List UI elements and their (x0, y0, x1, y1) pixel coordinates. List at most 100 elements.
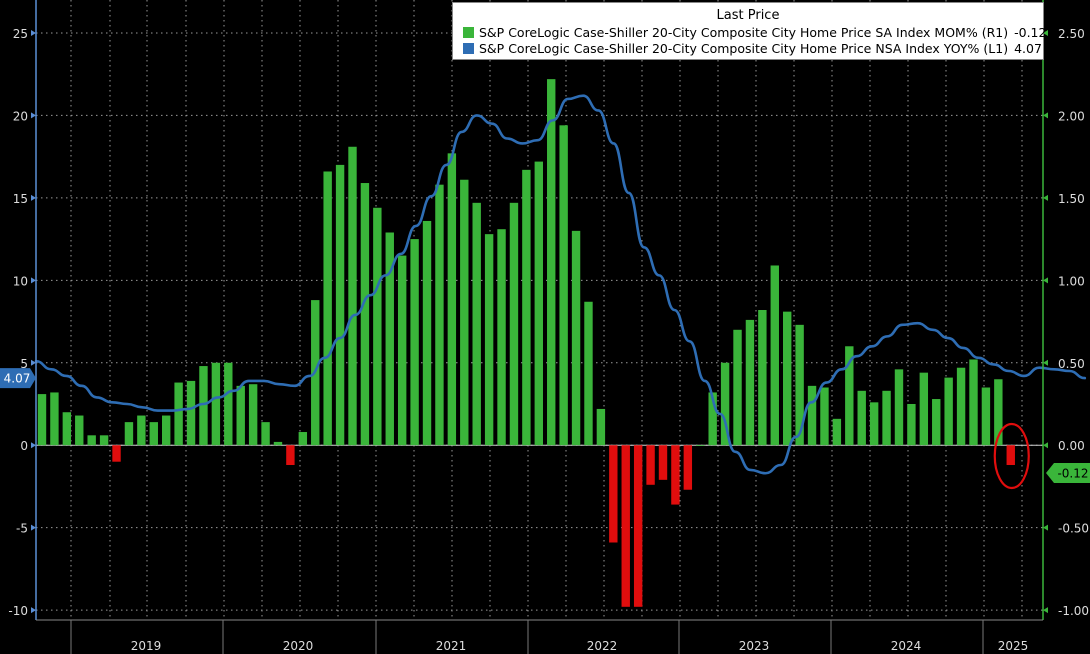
left-tick-mark (31, 607, 36, 614)
left-last-value-tag (0, 368, 36, 389)
mom-bar (410, 239, 419, 446)
mom-bar (956, 367, 966, 446)
mom-bar (621, 445, 630, 607)
right-tick-label: 1.50 (1058, 192, 1085, 206)
mom-bar (932, 399, 941, 446)
mom-bar (37, 394, 47, 446)
right-tick-label: 0.50 (1058, 357, 1085, 371)
x-year-label: 2023 (739, 639, 770, 653)
left-tick-label: -5 (16, 522, 28, 536)
mom-bar (944, 377, 953, 446)
mom-bar (87, 435, 96, 446)
legend-title: Last Price (716, 8, 780, 23)
x-year-label: 2024 (891, 639, 922, 653)
mom-bar (460, 179, 469, 446)
mom-bar (248, 384, 258, 446)
mom-bar (646, 445, 655, 485)
mom-bar (696, 445, 705, 447)
mom-bar (633, 445, 643, 607)
mom-bar (745, 319, 755, 446)
right-tick-label: 1.00 (1058, 274, 1085, 288)
mom-bar (683, 445, 693, 490)
left-tick-mark (31, 442, 36, 449)
mom-bar (832, 418, 842, 446)
yoy-line (34, 94, 1087, 475)
mom-bar (969, 359, 978, 446)
mom-bar (348, 146, 357, 446)
right-tick-label: -1.00 (1058, 604, 1089, 618)
left-tick-mark (31, 194, 36, 201)
mom-bar (845, 346, 854, 446)
right-tick-label: -0.50 (1058, 522, 1089, 536)
mom-bar (50, 392, 59, 446)
x-year-label: 2025 (998, 639, 1029, 653)
right-tick-label: 2.00 (1058, 109, 1085, 123)
mom-bar (75, 415, 84, 446)
right-tick-mark (1043, 607, 1048, 614)
left-tick-mark (31, 112, 36, 119)
legend-axis-mom: (R1) (981, 25, 1009, 40)
mom-bar (671, 445, 680, 505)
right-tick-mark (1043, 442, 1048, 449)
x-year-label: 2019 (131, 639, 162, 653)
x-axis-band (0, 620, 1090, 654)
mom-bar (894, 369, 904, 446)
right-tick-mark (1043, 359, 1048, 366)
legend-axis-yoy: (L1) (983, 41, 1009, 56)
legend-value-yoy: 4.07 (1014, 41, 1042, 56)
x-year-label: 2020 (283, 639, 314, 653)
mom-bar (385, 232, 394, 446)
mom-bar (857, 390, 866, 446)
mom-bar (149, 422, 158, 446)
mom-bar (795, 324, 804, 446)
mom-bar (186, 380, 196, 446)
mom-bar (62, 412, 72, 446)
mom-bar (547, 79, 556, 446)
mom-bar (994, 379, 1003, 446)
mom-bar (720, 362, 730, 446)
right-tick-mark (1043, 29, 1048, 36)
mom-bar (907, 403, 916, 446)
x-year-label: 2022 (587, 639, 618, 653)
mom-bar (596, 408, 606, 446)
left-tick-mark (31, 524, 36, 531)
mom-bar (335, 164, 345, 446)
yoy-line-path (34, 94, 1087, 475)
mom-bar (447, 153, 457, 446)
mom-bar (373, 207, 382, 446)
left-tick-label: 25 (13, 27, 28, 41)
mom-bar (360, 183, 370, 446)
left-tick-label: 0 (20, 439, 28, 453)
left-tick-label: 15 (13, 192, 28, 206)
highlight-ellipse (993, 422, 1030, 490)
right-tick-mark (1043, 194, 1048, 201)
right-last-value-label: -0.12 (1057, 467, 1088, 481)
mom-bar (708, 392, 717, 446)
legend-swatch-mom (463, 27, 474, 38)
mom-bar (422, 220, 432, 446)
mom-bar (137, 415, 146, 446)
right-tick-mark (1043, 277, 1048, 284)
mom-bar (211, 362, 221, 446)
left-tick-label: 5 (20, 357, 28, 371)
mom-bar (981, 387, 991, 446)
mom-bar (112, 445, 121, 462)
mom-bar (733, 329, 742, 446)
mom-bar (199, 366, 208, 446)
mom-bar (770, 265, 779, 446)
mom-bar (609, 445, 618, 543)
mom-bar (522, 169, 531, 446)
mom-bar (919, 372, 929, 446)
mom-bar (236, 385, 245, 446)
mom-bar (571, 230, 581, 446)
mom-bar (261, 422, 270, 446)
mom-bar (484, 234, 494, 446)
mom-bar (497, 229, 506, 446)
mom-bar (584, 301, 593, 446)
mom-bar (658, 445, 668, 480)
mom-bar (99, 435, 109, 446)
left-tick-label: 10 (13, 274, 28, 288)
legend-swatch-yoy (463, 43, 474, 54)
